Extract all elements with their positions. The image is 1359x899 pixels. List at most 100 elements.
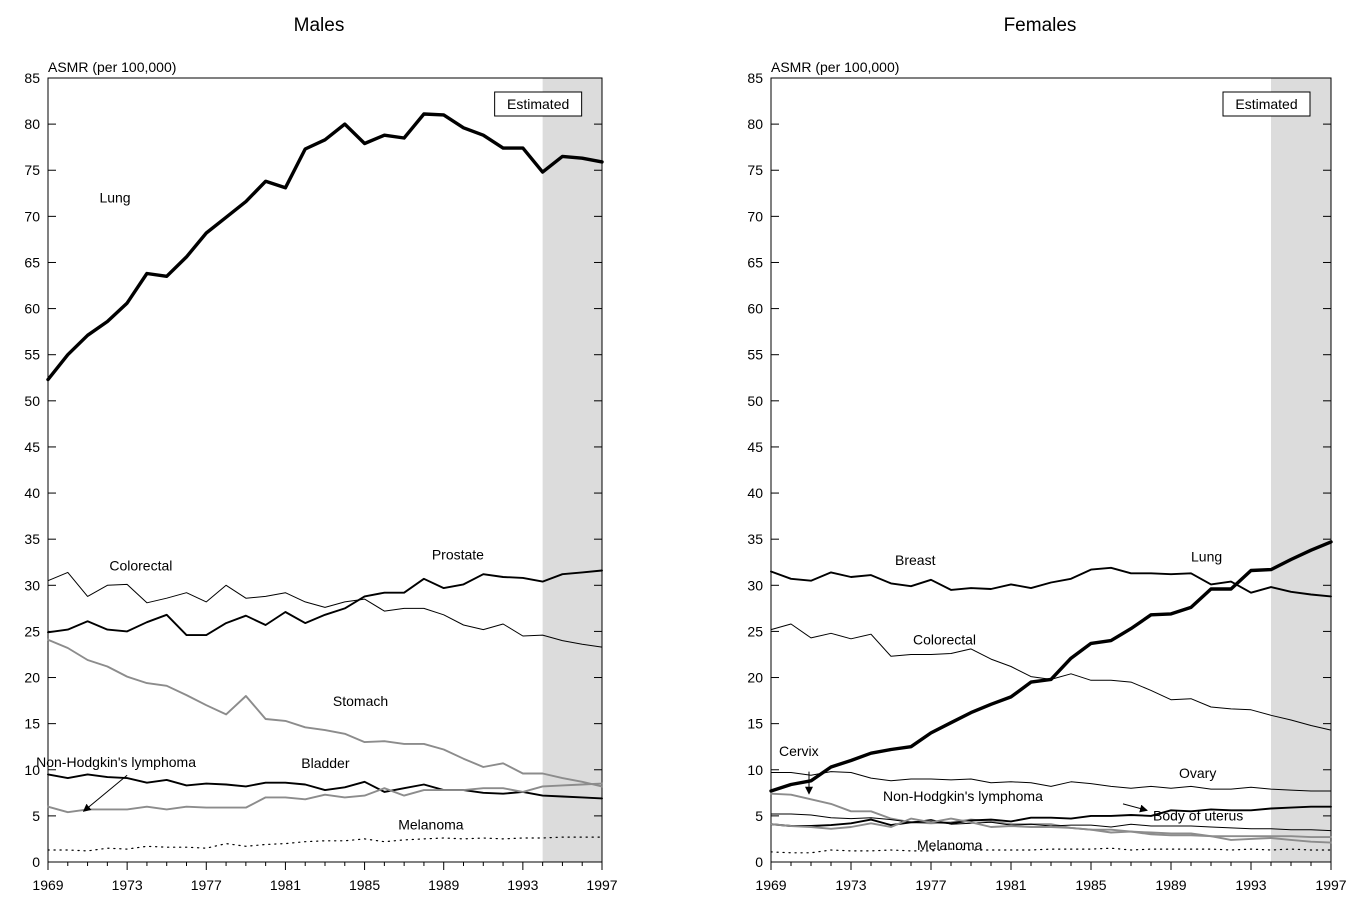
y-tick-label: 45 xyxy=(747,439,763,455)
series-label-melanoma: Melanoma xyxy=(917,837,983,853)
series-label-lung: Lung xyxy=(1191,548,1222,564)
series-label-bladder: Bladder xyxy=(301,755,350,771)
y-tick-label: 50 xyxy=(24,393,40,409)
y-tick-label: 45 xyxy=(24,439,40,455)
x-tick-label: 1993 xyxy=(1235,877,1266,893)
y-tick-label: 15 xyxy=(24,716,40,732)
series-label-colorectal: Colorectal xyxy=(109,558,172,574)
annotation-arrow xyxy=(82,774,128,812)
series-line-prostate xyxy=(47,569,603,637)
y-tick-label: 35 xyxy=(747,531,763,547)
x-tick-label: 1997 xyxy=(586,877,617,893)
series-label-stomach: Stomach xyxy=(333,693,388,709)
y-tick-label: 30 xyxy=(747,577,763,593)
x-tick-label: 1989 xyxy=(1155,877,1186,893)
y-tick-label: 0 xyxy=(32,854,40,870)
series-label-cervix: Cervix xyxy=(779,743,819,759)
y-tick-label: 75 xyxy=(747,162,763,178)
y-tick-label: 20 xyxy=(747,670,763,686)
x-tick-label: 1969 xyxy=(755,877,786,893)
y-axis-label: ASMR (per 100,000) xyxy=(771,59,899,75)
y-tick-label: 30 xyxy=(24,577,40,593)
estimated-label: Estimated xyxy=(1235,96,1297,112)
x-tick-label: 1981 xyxy=(995,877,1026,893)
series-line-bladder xyxy=(47,773,603,800)
series-line-lung xyxy=(46,112,604,382)
series-line-non-hodgkin-s-lymphoma xyxy=(47,782,603,814)
x-tick-label: 1969 xyxy=(32,877,63,893)
y-tick-label: 85 xyxy=(747,70,763,86)
series-line-colorectal xyxy=(47,571,603,648)
x-tick-label: 1977 xyxy=(915,877,946,893)
estimated-box xyxy=(1222,91,1311,117)
chart-title: Females xyxy=(1004,15,1077,36)
x-tick-label: 1985 xyxy=(1075,877,1106,893)
y-tick-label: 5 xyxy=(755,808,763,824)
estimated-region-shade xyxy=(542,78,602,862)
series-line-cervix xyxy=(770,792,1332,844)
series-label-ovary: Ovary xyxy=(1179,765,1216,781)
y-tick-label: 15 xyxy=(747,716,763,732)
y-tick-label: 55 xyxy=(24,347,40,363)
y-tick-label: 70 xyxy=(747,208,763,224)
x-tick-label: 1973 xyxy=(112,877,143,893)
annotation-arrow xyxy=(1122,803,1148,813)
plot-frame xyxy=(770,77,1332,863)
plot-frame xyxy=(47,77,603,863)
y-tick-label: 40 xyxy=(747,485,763,501)
y-tick-label: 5 xyxy=(32,808,40,824)
x-tick-label: 1985 xyxy=(349,877,380,893)
y-tick-label: 10 xyxy=(24,762,40,778)
series-label-colorectal: Colorectal xyxy=(913,631,976,647)
y-tick-label: 65 xyxy=(24,254,40,270)
y-tick-label: 80 xyxy=(24,116,40,132)
x-tick-label: 1977 xyxy=(191,877,222,893)
series-label-non-hodgkin-s-lymphoma: Non-Hodgkin's lymphoma xyxy=(36,754,196,770)
series-line-melanoma xyxy=(47,836,603,852)
series-label-non-hodgkin-s-lymphoma: Non-Hodgkin's lymphoma xyxy=(883,788,1043,804)
panel-females: Females ASMR (per 100,000) 0 5 10 15 20 25 30 35 4… xyxy=(747,15,1346,893)
y-tick-label: 60 xyxy=(24,301,40,317)
series-line-stomach xyxy=(47,638,603,788)
y-tick-label: 25 xyxy=(24,623,40,639)
series-line-ovary xyxy=(770,771,1332,792)
series-label-melanoma: Melanoma xyxy=(398,817,464,833)
y-axis-label: ASMR (per 100,000) xyxy=(48,59,176,75)
y-tick-label: 60 xyxy=(747,301,763,317)
x-tick-label: 1981 xyxy=(270,877,301,893)
x-tick-label: 1973 xyxy=(835,877,866,893)
y-tick-label: 55 xyxy=(747,347,763,363)
y-tick-label: 25 xyxy=(747,623,763,639)
y-tick-label: 0 xyxy=(755,854,763,870)
series-line-melanoma xyxy=(770,817,1332,839)
y-tick-label: 20 xyxy=(24,670,40,686)
series-line-lung xyxy=(769,540,1333,793)
x-tick-label: 1993 xyxy=(507,877,538,893)
estimated-box xyxy=(494,91,583,117)
y-tick-label: 75 xyxy=(24,162,40,178)
y-tick-label: 10 xyxy=(747,762,763,778)
y-tick-label: 50 xyxy=(747,393,763,409)
estimated-label: Estimated xyxy=(507,96,569,112)
y-tick-label: 85 xyxy=(24,70,40,86)
series-line-melanoma-dotted xyxy=(770,847,1332,854)
series-label-prostate: Prostate xyxy=(432,546,484,562)
y-tick-label: 80 xyxy=(747,116,763,132)
series-label-breast: Breast xyxy=(895,552,936,568)
series-label-lung: Lung xyxy=(99,190,130,206)
x-tick-label: 1989 xyxy=(428,877,459,893)
series-label-body-of-uterus: Body of uterus xyxy=(1153,807,1243,823)
panel-males: Males ASMR (per 100,000) 0 5 10 15 20 25 30 35 40 4… xyxy=(24,15,617,893)
x-tick-label: 1997 xyxy=(1315,877,1346,893)
series-line-breast xyxy=(770,566,1332,598)
y-tick-label: 65 xyxy=(747,254,763,270)
y-tick-label: 40 xyxy=(24,485,40,501)
series-line-body-of-uterus xyxy=(770,805,1332,827)
series-line-colorectal xyxy=(770,623,1332,731)
estimated-region-shade xyxy=(1271,78,1331,862)
series-line-non-hodgkin-s-lymphoma xyxy=(770,813,1332,832)
y-tick-label: 70 xyxy=(24,208,40,224)
chart-title: Males xyxy=(294,15,345,36)
